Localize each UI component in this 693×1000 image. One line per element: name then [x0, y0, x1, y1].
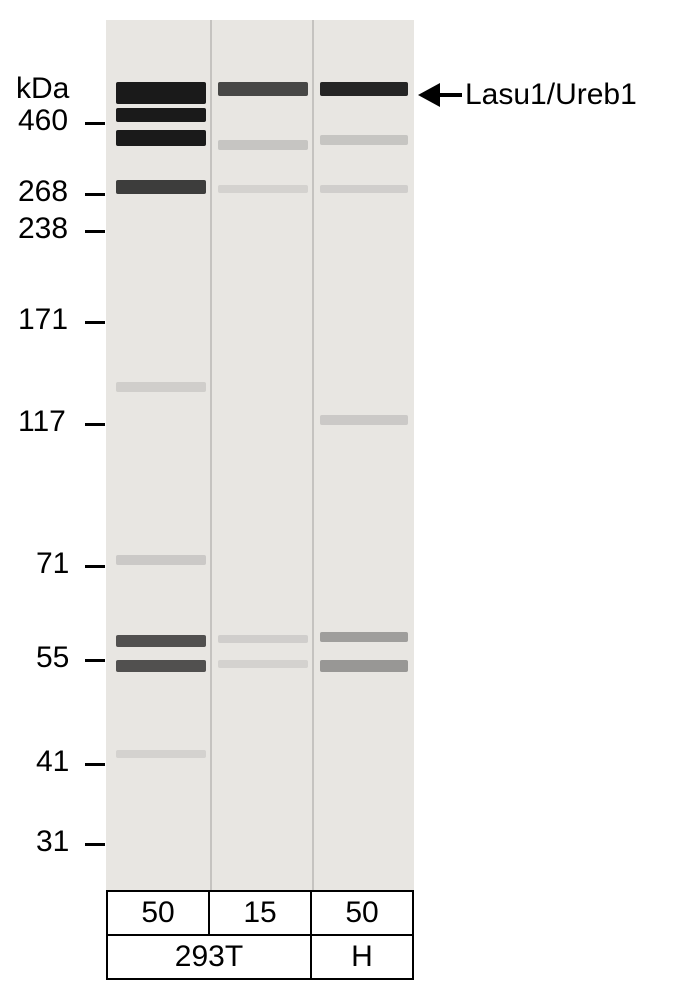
arrow-shaft	[440, 93, 462, 97]
blot-band	[320, 135, 408, 145]
blot-band	[116, 82, 206, 104]
blot-band	[116, 635, 206, 647]
blot-membrane	[106, 20, 414, 890]
blot-band	[320, 82, 408, 96]
blot-band	[116, 180, 206, 194]
blot-band	[116, 660, 206, 672]
blot-band	[218, 82, 308, 96]
marker-tick-268	[85, 193, 105, 196]
lane-cellline-0: 293T	[106, 934, 312, 980]
marker-tick-171	[85, 321, 105, 324]
target-protein-label: Lasu1/Ureb1	[465, 78, 637, 112]
marker-label-460: 460	[18, 104, 68, 138]
blot-band	[320, 415, 408, 425]
blot-band	[320, 632, 408, 642]
marker-tick-117	[85, 423, 105, 426]
arrow-head-icon	[418, 83, 440, 107]
marker-tick-238	[85, 230, 105, 233]
marker-label-31: 31	[36, 825, 69, 859]
lane-separator-1	[210, 20, 212, 890]
blot-figure: kDa 46026823817111771554131 Lasu1/Ureb1 …	[0, 0, 693, 1000]
marker-label-55: 55	[36, 641, 69, 675]
blot-band	[116, 750, 206, 758]
blot-band	[116, 108, 206, 122]
marker-label-171: 171	[18, 303, 68, 337]
marker-tick-41	[85, 763, 105, 766]
lane-cellline-1: H	[310, 934, 414, 980]
blot-band	[116, 555, 206, 565]
blot-band	[116, 382, 206, 392]
blot-band	[218, 635, 308, 643]
lane-separator-2	[312, 20, 314, 890]
blot-band	[218, 140, 308, 150]
blot-band	[218, 660, 308, 668]
marker-tick-55	[85, 659, 105, 662]
blot-band	[320, 660, 408, 672]
lane-amount-2: 50	[310, 890, 414, 936]
marker-label-268: 268	[18, 175, 68, 209]
marker-tick-31	[85, 843, 105, 846]
lane-amount-0: 50	[106, 890, 210, 936]
marker-label-71: 71	[36, 547, 69, 581]
marker-tick-460	[85, 122, 105, 125]
blot-band	[218, 185, 308, 193]
lane-amount-1: 15	[208, 890, 312, 936]
marker-label-41: 41	[36, 745, 69, 779]
kda-header: kDa	[16, 72, 69, 106]
marker-label-238: 238	[18, 212, 68, 246]
marker-tick-71	[85, 565, 105, 568]
marker-label-117: 117	[18, 405, 66, 439]
blot-band	[116, 130, 206, 146]
blot-band	[320, 185, 408, 193]
